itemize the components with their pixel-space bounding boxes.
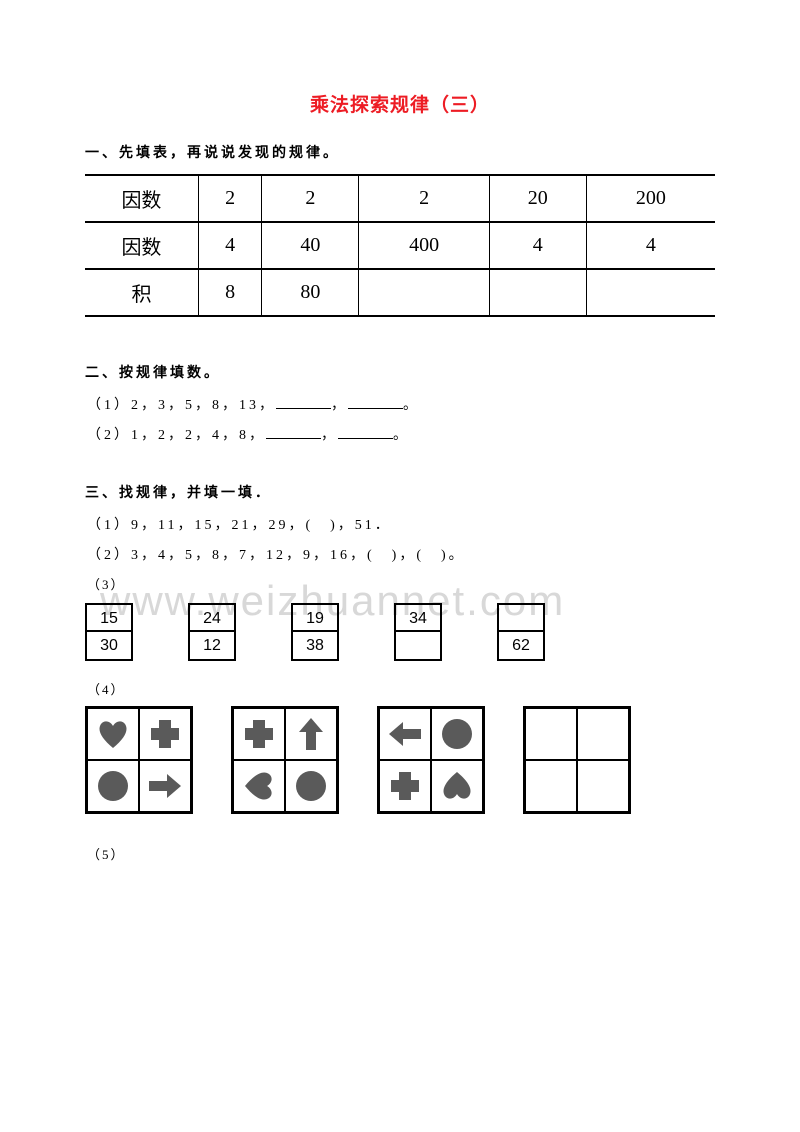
number-boxes-row: 15 30 24 12 19 38 34 62 bbox=[85, 603, 715, 661]
fill-blank[interactable] bbox=[266, 425, 321, 439]
section-1-heading: 一、先填表，再说说发现的规律。 bbox=[85, 142, 715, 162]
shape-grids-row bbox=[85, 706, 715, 814]
number-box: 19 38 bbox=[291, 603, 339, 661]
box-top: 19 bbox=[293, 605, 337, 632]
factor-table: 因数 2 2 2 20 200 因数 4 40 400 4 4 积 8 80 bbox=[85, 174, 715, 317]
table-cell: 2 bbox=[262, 175, 359, 222]
table-cell: 4 bbox=[489, 222, 586, 269]
shape-grid bbox=[85, 706, 193, 814]
empty-cell[interactable] bbox=[577, 708, 629, 760]
empty-cell[interactable] bbox=[525, 760, 577, 812]
box-top: 34 bbox=[396, 605, 440, 632]
q3-3-label: （3） bbox=[87, 574, 715, 593]
row-label: 积 bbox=[85, 269, 198, 316]
circle-icon bbox=[285, 760, 337, 812]
arrow-right-icon bbox=[139, 760, 191, 812]
fill-blank[interactable] bbox=[276, 395, 331, 409]
row-label: 因数 bbox=[85, 175, 198, 222]
q3-4-label: （4） bbox=[87, 679, 715, 698]
q3-5-label: （5） bbox=[87, 844, 715, 863]
end: 。 bbox=[393, 428, 410, 443]
table-cell bbox=[359, 269, 489, 316]
table-cell: 200 bbox=[586, 175, 715, 222]
table-cell: 2 bbox=[359, 175, 489, 222]
box-bottom: 30 bbox=[87, 632, 131, 659]
number-box: 62 bbox=[497, 603, 545, 661]
table-cell bbox=[586, 269, 715, 316]
shape-grid bbox=[523, 706, 631, 814]
table-cell: 2 bbox=[198, 175, 262, 222]
box-top[interactable] bbox=[499, 605, 543, 632]
table-cell: 400 bbox=[359, 222, 489, 269]
empty-cell[interactable] bbox=[525, 708, 577, 760]
box-top: 15 bbox=[87, 605, 131, 632]
box-bottom: 38 bbox=[293, 632, 337, 659]
number-box: 15 30 bbox=[85, 603, 133, 661]
box-top: 24 bbox=[190, 605, 234, 632]
empty-cell[interactable] bbox=[577, 760, 629, 812]
fill-blank[interactable] bbox=[338, 425, 393, 439]
table-cell bbox=[489, 269, 586, 316]
shape-grid bbox=[377, 706, 485, 814]
heart-up-icon bbox=[431, 760, 483, 812]
box-bottom[interactable] bbox=[396, 632, 440, 659]
box-bottom: 12 bbox=[190, 632, 234, 659]
circle-icon bbox=[431, 708, 483, 760]
table-row: 积 8 80 bbox=[85, 269, 715, 316]
sep: ， bbox=[331, 398, 348, 413]
plus-icon bbox=[139, 708, 191, 760]
end: 。 bbox=[403, 398, 420, 413]
q3-1: （1）9，11，15，21，29，( )，51． bbox=[87, 514, 715, 534]
row-label: 因数 bbox=[85, 222, 198, 269]
number-box: 34 bbox=[394, 603, 442, 661]
q2-1: （1）2，3，5，8，13， ， 。 bbox=[87, 394, 715, 414]
table-row: 因数 2 2 2 20 200 bbox=[85, 175, 715, 222]
arrow-left-icon bbox=[379, 708, 431, 760]
plus-icon bbox=[233, 708, 285, 760]
number-box: 24 12 bbox=[188, 603, 236, 661]
plus-icon bbox=[379, 760, 431, 812]
q2-2-prefix: （2）1，2，2，4，8， bbox=[87, 428, 266, 443]
section-3-heading: 三、找规律，并填一填． bbox=[85, 482, 715, 502]
page-title: 乘法探索规律（三） bbox=[85, 90, 715, 117]
table-cell: 80 bbox=[262, 269, 359, 316]
heart-icon bbox=[87, 708, 139, 760]
q2-2: （2）1，2，2，4，8， ， 。 bbox=[87, 424, 715, 444]
table-cell: 20 bbox=[489, 175, 586, 222]
q2-1-prefix: （1）2，3，5，8，13， bbox=[87, 398, 276, 413]
table-cell: 4 bbox=[198, 222, 262, 269]
section-2-heading: 二、按规律填数。 bbox=[85, 362, 715, 382]
sep: ， bbox=[321, 428, 338, 443]
heart-rot-icon bbox=[233, 760, 285, 812]
fill-blank[interactable] bbox=[348, 395, 403, 409]
circle-icon bbox=[87, 760, 139, 812]
table-cell: 40 bbox=[262, 222, 359, 269]
shape-grid bbox=[231, 706, 339, 814]
table-cell: 4 bbox=[586, 222, 715, 269]
q3-2: （2）3，4，5，8，7，12，9，16，( )，( )。 bbox=[87, 544, 715, 564]
box-bottom: 62 bbox=[499, 632, 543, 659]
table-row: 因数 4 40 400 4 4 bbox=[85, 222, 715, 269]
table-cell: 8 bbox=[198, 269, 262, 316]
arrow-up-icon bbox=[285, 708, 337, 760]
